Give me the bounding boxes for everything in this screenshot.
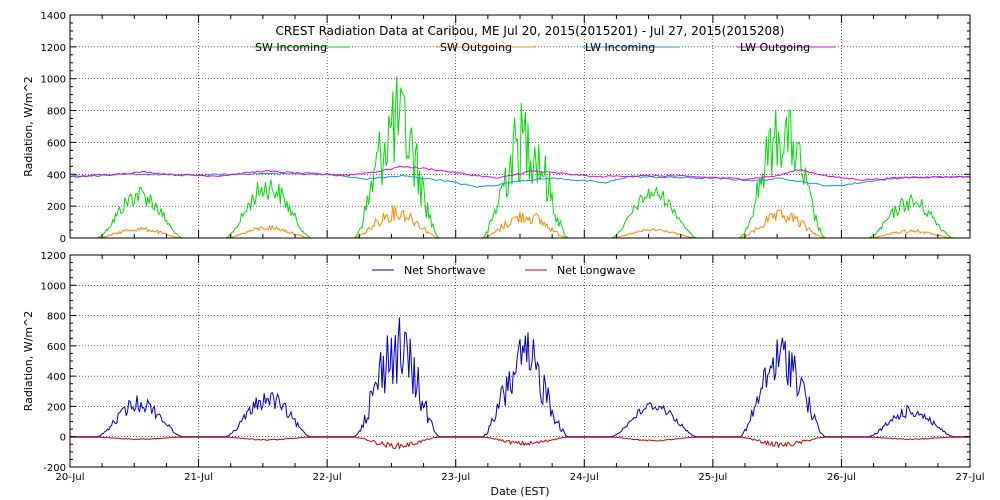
y-tick-label: 1200: [41, 43, 66, 54]
plot-frame: [69, 14, 971, 239]
legend-label: Net Shortwave: [404, 264, 486, 277]
y-tick-label: 800: [47, 312, 66, 323]
legend-label: LW Outgoing: [740, 41, 810, 54]
y-tick-label: 200: [47, 202, 66, 213]
y-tick-label: 400: [47, 372, 66, 383]
legend-label: Net Longwave: [557, 264, 636, 277]
x-tick-label: 21-Jul: [184, 472, 213, 483]
y-tick-label: 800: [47, 107, 66, 118]
x-tick-label: 27-Jul: [956, 472, 985, 483]
y-tick-label: 0: [60, 433, 66, 444]
chart-title: CREST Radiation Data at Caribou, ME Jul …: [276, 24, 785, 38]
y-tick-label: 1400: [41, 11, 66, 22]
x-tick-label: 23-Jul: [441, 472, 470, 483]
y-tick-label: 400: [47, 170, 66, 181]
series-line-sw-outgoing: [70, 205, 970, 239]
x-tick-label: 22-Jul: [313, 472, 342, 483]
x-tick-label: 25-Jul: [698, 472, 727, 483]
series-line-net-longwave: [70, 436, 970, 450]
series-line-lw-outgoing: [69, 165, 971, 181]
y-tick-label: 1000: [41, 281, 66, 292]
x-tick-label: 20-Jul: [56, 472, 85, 483]
y-axis-label: Radiation, W/m^2: [22, 76, 35, 177]
y-tick-label: 200: [47, 402, 66, 413]
legend-label: SW Outgoing: [440, 41, 512, 54]
legend-label: LW Incoming: [585, 41, 655, 54]
y-tick-label: 1200: [41, 251, 66, 262]
y-axis-label: Radiation, W/m^2: [22, 311, 35, 412]
series-line-lw-incoming: [70, 172, 971, 189]
legend-label: SW Incoming: [255, 41, 327, 54]
x-axis-label: Date (EST): [490, 485, 549, 498]
y-tick-label: 600: [47, 342, 66, 353]
x-tick-label: 26-Jul: [827, 472, 856, 483]
y-tick-label: 0: [60, 234, 66, 245]
series-line-net-shortwave: [70, 317, 970, 438]
y-tick-label: 600: [47, 138, 66, 149]
y-tick-label: -200: [43, 463, 66, 474]
plot-frame: [69, 254, 971, 468]
x-tick-label: 24-Jul: [570, 472, 599, 483]
y-tick-label: 1000: [41, 75, 66, 86]
